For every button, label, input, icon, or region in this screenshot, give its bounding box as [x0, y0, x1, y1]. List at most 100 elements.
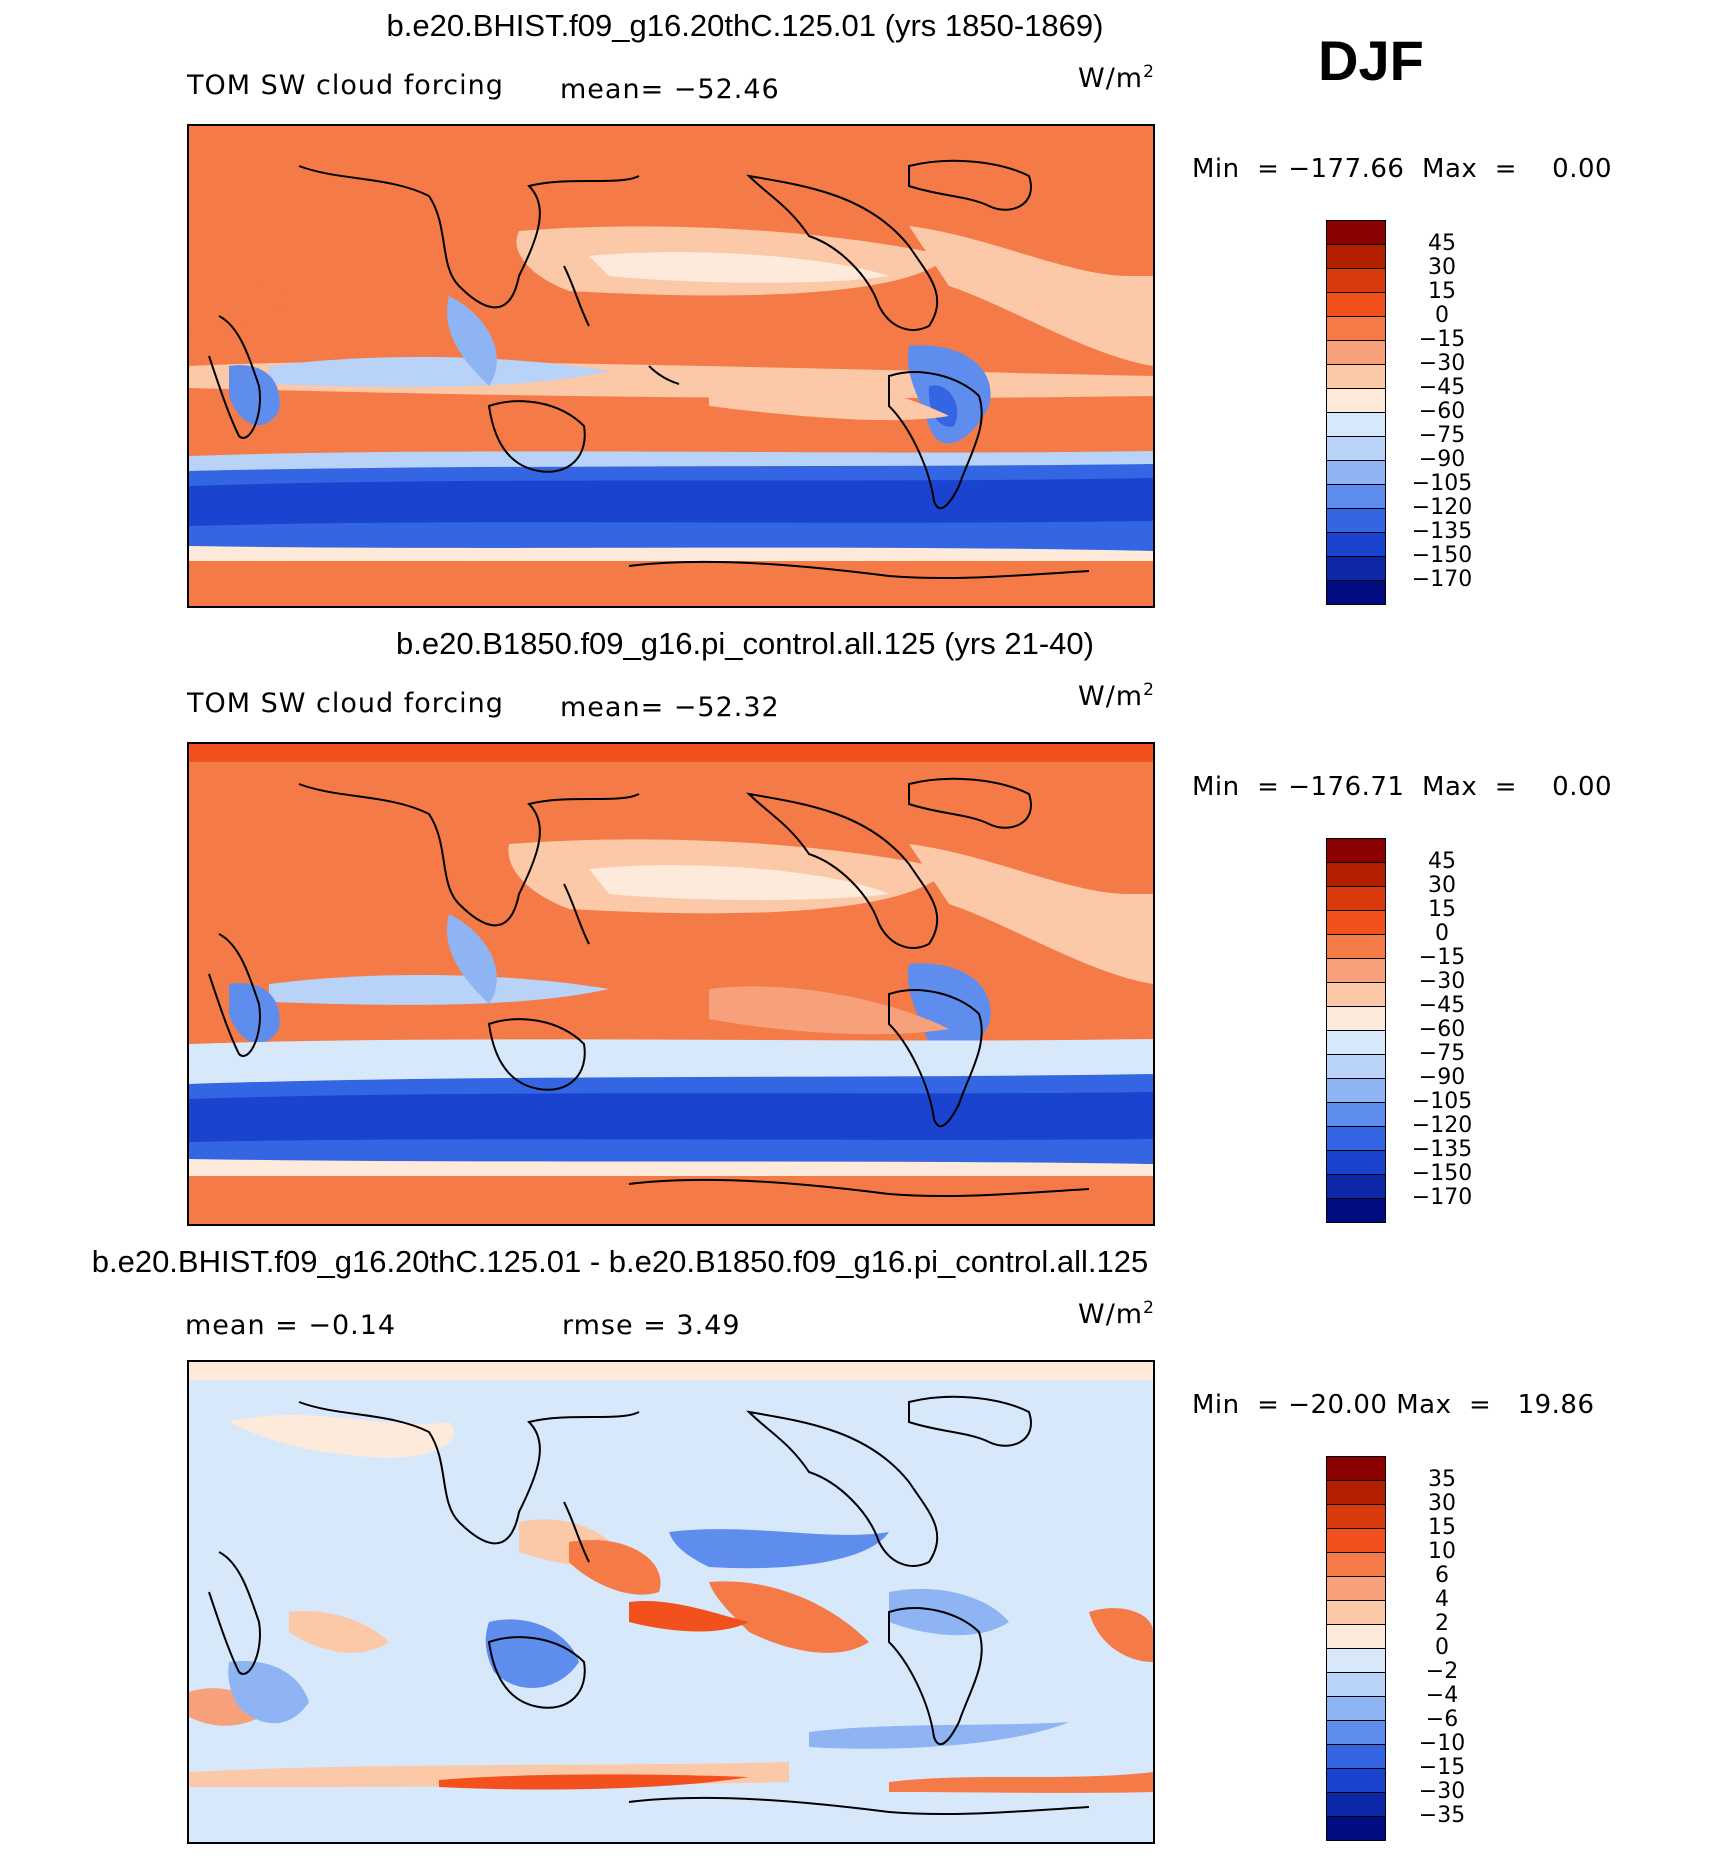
colorbar-swatch [1326, 341, 1386, 365]
colorbar-swatch [1326, 838, 1386, 863]
mean-label: mean = −0.14 [185, 1310, 397, 1341]
max-label: Max = [1422, 772, 1518, 802]
colorbar-swatch [1326, 509, 1386, 533]
max-value: 0.00 [1552, 772, 1613, 802]
units-exponent: 2 [1143, 1298, 1155, 1318]
colorbar-tick-label: −30 [1418, 351, 1466, 376]
max-value: 0.00 [1552, 154, 1613, 184]
colorbar-tick-label: −10 [1418, 1731, 1466, 1756]
max-label: Max = [1396, 1390, 1492, 1420]
colorbar: 45 30 15 0 −15 −30 −45 −60 −75 −90 −105 −120 −135 −15… [1326, 838, 1472, 1223]
panel-historical: b.e20.BHIST.f09_g16.20thC.125.01 (yrs 18… [0, 0, 1710, 620]
colorbar-swatch [1326, 1649, 1386, 1673]
colorbar-swatch [1326, 533, 1386, 557]
colorbar-swatch [1326, 269, 1386, 293]
colorbar-swatch [1326, 1103, 1386, 1127]
colorbar-swatch [1326, 1673, 1386, 1697]
colorbar-tick-label: 45 [1428, 231, 1456, 256]
colorbar-swatch [1326, 1529, 1386, 1553]
colorbar-swatch [1326, 461, 1386, 485]
colorbar: 45 30 15 0 −15 −30 −45 −60 −75 −90 −105 −120 −135 −15… [1326, 220, 1472, 605]
colorbar-tick-label: −30 [1418, 1779, 1466, 1804]
colorbar-tick-label: 0 [1435, 921, 1449, 946]
colorbar-tick-label: −150 [1411, 543, 1473, 568]
season-label: DJF [1318, 29, 1424, 92]
min-max-readout: Min = −176.71 Max = 0.00 [1192, 772, 1612, 802]
colorbar-swatch [1326, 1079, 1386, 1103]
colorbar-swatch [1326, 485, 1386, 509]
colorbar-labels: 35 30 15 10 6 4 2 0 −2 −4 −6 −10 −15 −30 −35 [1402, 1468, 1492, 1828]
colorbar-swatch [1326, 959, 1386, 983]
colorbar-swatch [1326, 1793, 1386, 1817]
min-label: Min = [1192, 772, 1280, 802]
colorbar-tick-label: 15 [1428, 279, 1456, 304]
units-exponent: 2 [1143, 680, 1155, 700]
colorbar-swatch [1326, 581, 1386, 605]
colorbar-tick-label: −105 [1411, 1089, 1473, 1114]
colorbar-tick-label: −60 [1418, 1017, 1466, 1042]
colorbar-swatch [1326, 1151, 1386, 1175]
min-value: −20.00 [1288, 1390, 1388, 1420]
colorbar-tick-label: 30 [1428, 1491, 1456, 1516]
units-exponent: 2 [1143, 62, 1155, 82]
colorbar-tick-label: 0 [1435, 1635, 1449, 1660]
min-max-readout: Min = −20.00 Max = 19.86 [1192, 1390, 1595, 1420]
colorbar-swatch [1326, 389, 1386, 413]
colorbar-tick-label: −170 [1411, 567, 1473, 592]
colorbar-tick-label: −105 [1411, 471, 1473, 496]
colorbar-tick-label: −120 [1411, 1113, 1473, 1138]
colorbar-swatch [1326, 935, 1386, 959]
colorbar-tick-label: 2 [1435, 1611, 1449, 1636]
colorbar-swatch [1326, 1769, 1386, 1793]
colorbar-swatch [1326, 245, 1386, 269]
colorbar-swatch [1326, 1031, 1386, 1055]
min-label: Min = [1192, 154, 1280, 184]
min-label: Min = [1192, 1390, 1280, 1420]
colorbar-tick-label: 15 [1428, 1515, 1456, 1540]
max-value: 19.86 [1517, 1390, 1595, 1420]
colorbar-swatch [1326, 983, 1386, 1007]
colorbar-tick-label: −135 [1411, 519, 1473, 544]
colorbar-swatch [1326, 1553, 1386, 1577]
colorbar-swatch [1326, 1577, 1386, 1601]
colorbar-swatch [1326, 1697, 1386, 1721]
max-label: Max = [1422, 154, 1518, 184]
units-label: W/m2 [1078, 62, 1155, 94]
colorbar-swatch [1326, 365, 1386, 389]
map-historical [187, 124, 1155, 608]
colorbar-tick-label: 30 [1428, 873, 1456, 898]
colorbar-swatch [1326, 1456, 1386, 1481]
colorbar-swatch [1326, 557, 1386, 581]
min-value: −176.71 [1288, 772, 1405, 802]
colorbar-swatch [1326, 1745, 1386, 1769]
colorbar-swatch [1326, 1199, 1386, 1223]
colorbar-labels: 45 30 15 0 −15 −30 −45 −60 −75 −90 −105 −120 −135 −15… [1402, 850, 1492, 1210]
colorbar-tick-label: 10 [1428, 1539, 1456, 1564]
colorbar-swatch [1326, 1007, 1386, 1031]
panel-title: b.e20.B1850.f09_g16.pi_control.all.125 (… [396, 626, 1094, 661]
colorbar-tick-label: −60 [1418, 399, 1466, 424]
units-text: W/m [1078, 1299, 1144, 1330]
map-control [187, 742, 1155, 1226]
colorbar-tick-label: 45 [1428, 849, 1456, 874]
colorbar-tick-label: 35 [1428, 1467, 1456, 1492]
colorbar-swatch [1326, 1505, 1386, 1529]
map-difference [187, 1360, 1155, 1844]
colorbar-tick-label: −15 [1418, 945, 1466, 970]
colorbar-swatch [1326, 1481, 1386, 1505]
panel-title: b.e20.BHIST.f09_g16.20thC.125.01 (yrs 18… [386, 8, 1104, 43]
colorbar-tick-label: 15 [1428, 897, 1456, 922]
variable-label: TOM SW cloud forcing [187, 688, 504, 719]
colorbar-swatch [1326, 1127, 1386, 1151]
units-text: W/m [1078, 681, 1144, 712]
colorbar-tick-label: −15 [1418, 1755, 1466, 1780]
panel-difference: b.e20.BHIST.f09_g16.20thC.125.01 - b.e20… [0, 1236, 1710, 1856]
colorbar-swatch [1326, 1601, 1386, 1625]
colorbar-tick-label: −45 [1418, 993, 1466, 1018]
colorbar-swatch [1326, 1817, 1386, 1841]
mean-label: mean= −52.32 [560, 692, 780, 723]
colorbar-swatch [1326, 413, 1386, 437]
colorbar-tick-label: −6 [1425, 1707, 1459, 1732]
colorbar-swatch [1326, 1721, 1386, 1745]
colorbar-tick-label: −90 [1418, 1065, 1466, 1090]
